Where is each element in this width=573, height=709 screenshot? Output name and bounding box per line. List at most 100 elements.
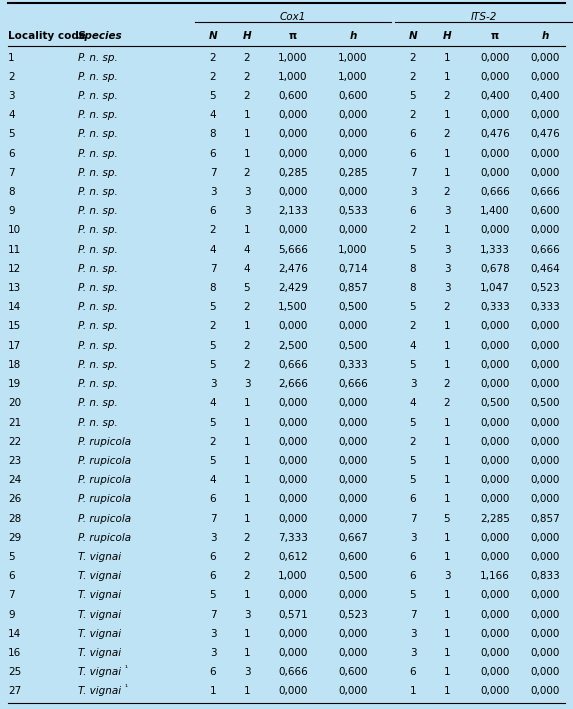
Text: 0,000: 0,000 (480, 610, 510, 620)
Text: 0,000: 0,000 (338, 437, 368, 447)
Text: 0,000: 0,000 (531, 379, 560, 389)
Text: 1: 1 (244, 437, 250, 447)
Text: 4: 4 (8, 110, 15, 121)
Text: 0,714: 0,714 (338, 264, 368, 274)
Text: 3: 3 (210, 629, 217, 639)
Text: 3: 3 (444, 571, 450, 581)
Text: 0,000: 0,000 (480, 321, 510, 332)
Text: 15: 15 (8, 321, 21, 332)
Text: π: π (289, 31, 297, 41)
Text: 1: 1 (244, 130, 250, 140)
Text: 14: 14 (8, 302, 21, 312)
Text: 3: 3 (210, 379, 217, 389)
Text: 1: 1 (244, 629, 250, 639)
Text: 0,666: 0,666 (338, 379, 368, 389)
Text: 0,000: 0,000 (480, 379, 510, 389)
Text: P. n. sp.: P. n. sp. (78, 149, 117, 159)
Text: 0,000: 0,000 (278, 475, 308, 485)
Text: 5: 5 (210, 456, 217, 466)
Text: 3: 3 (410, 379, 417, 389)
Text: 0,666: 0,666 (530, 187, 560, 197)
Text: 2,429: 2,429 (278, 283, 308, 293)
Text: 18: 18 (8, 360, 21, 370)
Text: 0,000: 0,000 (338, 418, 368, 428)
Text: 2,666: 2,666 (278, 379, 308, 389)
Text: 0,000: 0,000 (480, 360, 510, 370)
Text: 1,000: 1,000 (278, 52, 308, 62)
Text: 1: 1 (444, 494, 450, 504)
Text: 0,000: 0,000 (278, 648, 308, 658)
Text: 0,678: 0,678 (480, 264, 510, 274)
Text: 0,000: 0,000 (278, 629, 308, 639)
Text: P. n. sp.: P. n. sp. (78, 168, 117, 178)
Text: 0,000: 0,000 (531, 110, 560, 121)
Text: P. n. sp.: P. n. sp. (78, 379, 117, 389)
Text: T. vignai: T. vignai (78, 552, 121, 562)
Text: 0,000: 0,000 (278, 398, 308, 408)
Text: 2: 2 (244, 72, 250, 82)
Text: 0,000: 0,000 (531, 494, 560, 504)
Text: 1: 1 (444, 475, 450, 485)
Text: 6: 6 (410, 149, 417, 159)
Text: 0,533: 0,533 (338, 206, 368, 216)
Text: 0,000: 0,000 (480, 456, 510, 466)
Text: 1: 1 (410, 686, 417, 696)
Text: 3: 3 (244, 667, 250, 677)
Text: 12: 12 (8, 264, 21, 274)
Text: 7: 7 (210, 168, 217, 178)
Text: 7: 7 (410, 610, 417, 620)
Text: 0,523: 0,523 (530, 283, 560, 293)
Text: 1: 1 (444, 72, 450, 82)
Text: T. vignai: T. vignai (78, 648, 121, 658)
Text: 1: 1 (244, 648, 250, 658)
Text: 5: 5 (444, 513, 450, 523)
Text: 0,000: 0,000 (531, 437, 560, 447)
Text: 22: 22 (8, 437, 21, 447)
Text: 1: 1 (244, 398, 250, 408)
Text: 3: 3 (244, 206, 250, 216)
Text: T. vignai: T. vignai (78, 610, 121, 620)
Text: 0,000: 0,000 (531, 321, 560, 332)
Text: 2: 2 (410, 110, 417, 121)
Text: 0,000: 0,000 (480, 149, 510, 159)
Text: 2: 2 (444, 130, 450, 140)
Text: 0,000: 0,000 (531, 360, 560, 370)
Text: 4: 4 (410, 398, 417, 408)
Text: 2: 2 (444, 379, 450, 389)
Text: 3: 3 (444, 206, 450, 216)
Text: 0,000: 0,000 (531, 168, 560, 178)
Text: 0,600: 0,600 (530, 206, 560, 216)
Text: 5: 5 (410, 245, 417, 255)
Text: 0,000: 0,000 (531, 686, 560, 696)
Text: 5: 5 (8, 552, 15, 562)
Text: 4: 4 (210, 398, 217, 408)
Text: 0,000: 0,000 (480, 494, 510, 504)
Text: T. vignai: T. vignai (78, 591, 121, 601)
Text: 1: 1 (444, 225, 450, 235)
Text: 7,333: 7,333 (278, 532, 308, 543)
Text: 11: 11 (8, 245, 21, 255)
Text: 0,000: 0,000 (531, 648, 560, 658)
Text: 0,476: 0,476 (480, 130, 510, 140)
Text: 3: 3 (8, 91, 15, 101)
Text: 2: 2 (444, 91, 450, 101)
Text: 3: 3 (244, 379, 250, 389)
Text: 2: 2 (244, 532, 250, 543)
Text: 1,333: 1,333 (480, 245, 510, 255)
Text: 2: 2 (410, 321, 417, 332)
Text: 8: 8 (210, 130, 217, 140)
Text: 0,000: 0,000 (531, 72, 560, 82)
Text: T. vignai: T. vignai (78, 571, 121, 581)
Text: P. rupicola: P. rupicola (78, 456, 131, 466)
Text: h: h (541, 31, 549, 41)
Text: 0,500: 0,500 (338, 302, 368, 312)
Text: 0,000: 0,000 (531, 591, 560, 601)
Text: 5: 5 (210, 360, 217, 370)
Text: 0,285: 0,285 (338, 168, 368, 178)
Text: 0,000: 0,000 (480, 532, 510, 543)
Text: 0,000: 0,000 (278, 418, 308, 428)
Text: 23: 23 (8, 456, 21, 466)
Text: 0,333: 0,333 (480, 302, 510, 312)
Text: P. n. sp.: P. n. sp. (78, 206, 117, 216)
Text: 0,666: 0,666 (278, 667, 308, 677)
